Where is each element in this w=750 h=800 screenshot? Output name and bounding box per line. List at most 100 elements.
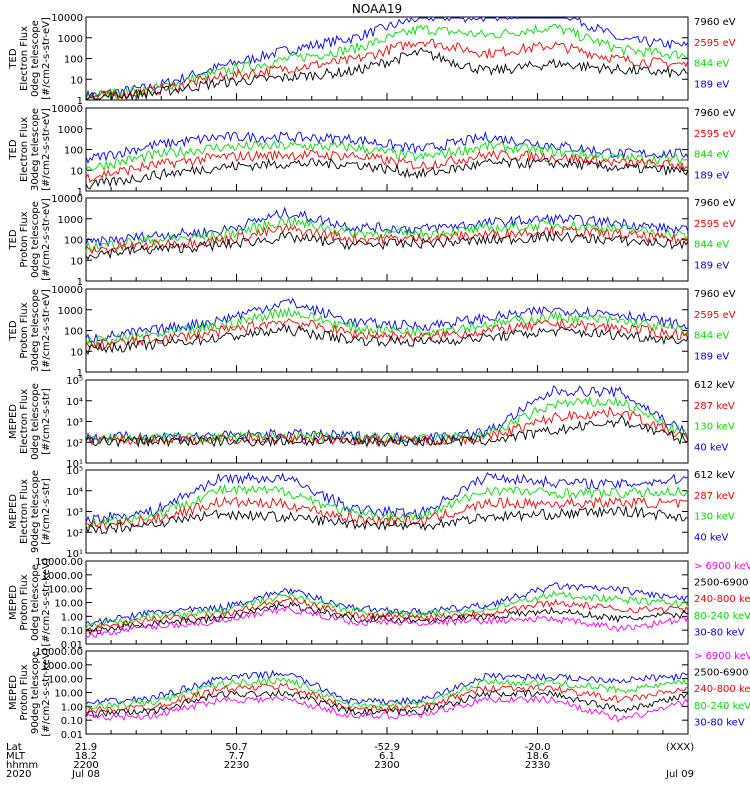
x-tick-hhmm: 2230 xyxy=(224,760,249,771)
legend-844-ev: 844 eV xyxy=(694,331,729,342)
y-label-line: [#/cm2-s-str] xyxy=(41,478,52,545)
y-tick-label: 10 xyxy=(70,347,83,358)
x-row-label: MLT xyxy=(6,751,26,762)
x-tick-mlt: 6.1 xyxy=(379,751,395,762)
y-tick-label: 0.10 xyxy=(61,626,83,637)
y-label-line: [#/cm2-s-str] xyxy=(41,388,52,455)
legend-189-ev: 189 eV xyxy=(694,170,729,181)
y-tick-label: 10³ xyxy=(66,508,83,519)
x-tick-hhmm: 2330 xyxy=(525,760,550,771)
plot-frame xyxy=(85,107,689,192)
legend-7960-ev: 7960 eV xyxy=(694,17,736,28)
y-tick-label: 1 xyxy=(77,277,83,288)
y-label-line: [#/cm2-s-str-eV] xyxy=(41,17,52,100)
series-612-kev xyxy=(85,415,689,449)
y-tick-label: 10000 xyxy=(51,13,83,24)
y-tick-label: 0.01 xyxy=(61,730,83,741)
series-7960-ev xyxy=(85,157,689,190)
series-2595-ev xyxy=(85,149,689,183)
series-7960-ev xyxy=(85,230,689,260)
series-240-800-kev xyxy=(86,682,689,714)
y-tick-label: 1000 xyxy=(58,34,83,45)
y-tick-label: 1000.00 xyxy=(42,571,83,582)
y-tick-label: 1 xyxy=(77,96,83,107)
series-40-kev xyxy=(85,384,689,444)
y-tick-label: 10¹ xyxy=(66,459,83,470)
y-tick-label: 10.00 xyxy=(54,689,83,700)
legend-844-ev: 844 eV xyxy=(694,150,729,161)
x-tick-mlt: 18.2 xyxy=(75,751,97,762)
series-130-kev xyxy=(85,483,689,529)
y-tick-label: 10 xyxy=(70,166,83,177)
y-label-line: Electron Flux xyxy=(19,389,30,454)
legend-40-kev: 40 keV xyxy=(694,442,728,453)
panel-meped-e-90: 10¹ 10² 10³ 10⁴ 10⁵ MEPED Electron Flux 90deg t… xyxy=(8,466,735,560)
y-tick-label: 100 xyxy=(64,146,83,157)
series-844-ev xyxy=(85,306,689,347)
legend-2595-ev: 2595 eV xyxy=(694,129,736,140)
series-240-800-kev xyxy=(85,596,689,634)
y-label-line: MEPED xyxy=(8,494,19,529)
y-tick-label: 10¹ xyxy=(66,549,83,560)
x-tick-date: Jul 09 xyxy=(665,769,694,780)
y-tick-label: 1 xyxy=(77,187,83,198)
legend-612-kev: 612 keV xyxy=(694,470,735,481)
x-tick-mlt: 18.6 xyxy=(526,751,548,762)
y-tick-label: 100 xyxy=(64,236,83,247)
plot-frame xyxy=(85,560,689,645)
series-844-ev xyxy=(85,23,689,100)
series-2595-ev xyxy=(85,317,689,351)
x-tick-lat: -20.0 xyxy=(525,742,551,753)
y-tick-label: 1.00 xyxy=(61,612,83,623)
legend-130-kev: 130 keV xyxy=(694,422,735,433)
series-130-kev xyxy=(85,396,689,445)
y-label-line: TED xyxy=(8,48,19,69)
legend-2595-ev: 2595 eV xyxy=(694,219,736,230)
y-tick-label: 1000 xyxy=(58,215,83,226)
y-axis-label: MEPED Electron Flux 0deg telescope [#/cm2-s… xyxy=(8,383,52,460)
legend-7960-ev: 7960 eV xyxy=(694,198,736,209)
legend-240-800-kev: 240-800 keV xyxy=(694,594,750,605)
y-label-line: Proton Flux xyxy=(19,302,30,358)
y-tick-label: 10000 xyxy=(51,104,83,115)
x-row-label: 2020 xyxy=(6,769,31,780)
y-tick-label: 10⁵ xyxy=(66,466,83,477)
y-tick-label: 100 xyxy=(64,55,83,66)
y-tick-label: 10⁴ xyxy=(66,487,83,498)
legend-612-kev: 612 keV xyxy=(694,380,735,391)
y-label-line: [#/cm2-s-str-keV] xyxy=(41,648,52,736)
y-label-line: MEPED xyxy=(8,404,19,439)
y-axis-label: TED Proton Flux 30deg telescope [#/cm2-s-st… xyxy=(8,289,52,372)
y-tick-label: 10⁵ xyxy=(66,376,83,387)
x-tick-hhmm: 2200 xyxy=(73,760,98,771)
y-label-line: [#/cm2-s-str-keV] xyxy=(41,558,52,646)
legend-30-80-kev: 30-80 keV xyxy=(694,717,745,728)
y-axis-label: MEPED Proton Flux 0deg telescope [#/cm2-s-s… xyxy=(8,558,52,646)
legend-2500-6900: 2500-6900 xyxy=(694,578,749,589)
y-label-line: 90deg telescope xyxy=(30,651,41,734)
y-tick-label: 100.00 xyxy=(48,675,83,686)
series-7960-ev xyxy=(85,323,689,356)
legend-30-80-kev: 30-80 keV xyxy=(694,627,745,638)
y-axis-label: MEPED Proton Flux 90deg telescope [#/cm2-s-… xyxy=(8,648,52,736)
x-tick-date: Jul 08 xyxy=(71,769,100,780)
y-label-line: Proton Flux xyxy=(19,664,30,720)
panel-meped-e-0: 10¹ 10² 10³ 10⁴ 10⁵ MEPED Electron Flux 0deg te… xyxy=(8,376,735,470)
y-tick-label: 10 xyxy=(70,75,83,86)
y-label-line: TED xyxy=(8,139,19,160)
y-tick-label: 1000.00 xyxy=(42,661,83,672)
legend-844-ev: 844 eV xyxy=(694,240,729,251)
series--6900-kev xyxy=(85,695,689,723)
y-tick-label: 1 xyxy=(77,368,83,379)
x-row-label: Lat xyxy=(6,742,22,753)
series-40-kev xyxy=(85,472,689,525)
y-tick-label: 10000 xyxy=(51,194,83,205)
y-tick-label: 0.10 xyxy=(61,716,83,727)
panel-meped-p-90: 0.010.101.0010.00100.001000.0010000.00ME… xyxy=(8,647,750,741)
legend-130-kev: 130 keV xyxy=(694,512,735,523)
